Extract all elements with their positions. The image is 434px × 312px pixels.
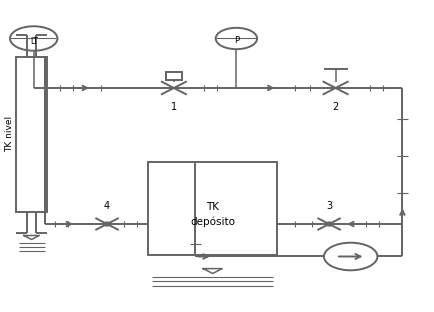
Text: 4: 4 bbox=[104, 201, 110, 211]
Text: 1: 1 bbox=[171, 102, 177, 112]
Text: 3: 3 bbox=[326, 201, 332, 211]
Circle shape bbox=[326, 222, 332, 226]
Circle shape bbox=[104, 222, 110, 226]
Text: LT: LT bbox=[30, 37, 38, 46]
Text: 2: 2 bbox=[332, 102, 339, 112]
Bar bbox=[148, 162, 277, 255]
Ellipse shape bbox=[324, 243, 378, 270]
Text: TK nivel: TK nivel bbox=[6, 116, 14, 153]
Bar bbox=[166, 72, 182, 80]
Text: P: P bbox=[234, 36, 239, 45]
Bar bbox=[16, 57, 47, 212]
Text: TK
depósito: TK depósito bbox=[190, 202, 235, 227]
